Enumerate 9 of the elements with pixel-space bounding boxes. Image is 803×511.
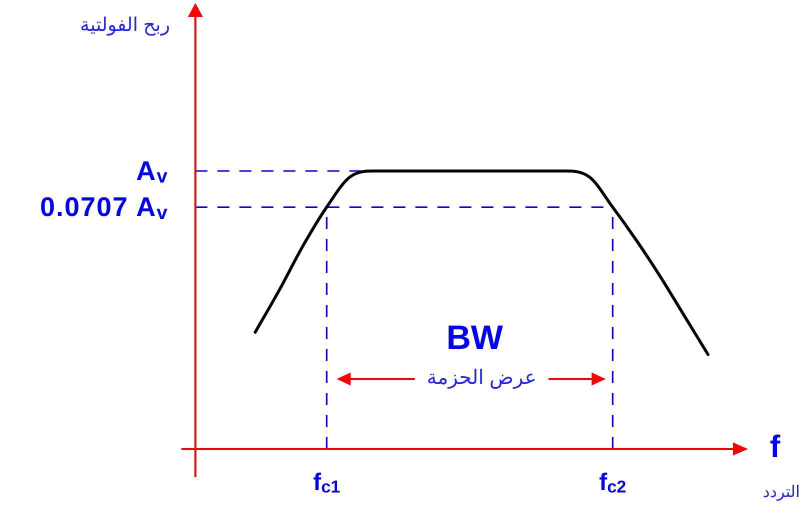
annotation: التردد <box>762 484 800 501</box>
x-tick-label: f$_{c1}$ <box>313 469 340 496</box>
x-tick-label: f$_{c2}$ <box>599 469 626 496</box>
annotation: عرض الحزمة <box>426 367 537 389</box>
x-axis-title: f <box>770 429 780 464</box>
ref-line-label: 0.0707 A$_{v}$ <box>40 192 168 224</box>
annotation: ربح الفولتية <box>80 15 170 36</box>
annotation: BW <box>446 319 503 357</box>
ref-line-label: A$_{v}$ <box>136 156 168 188</box>
